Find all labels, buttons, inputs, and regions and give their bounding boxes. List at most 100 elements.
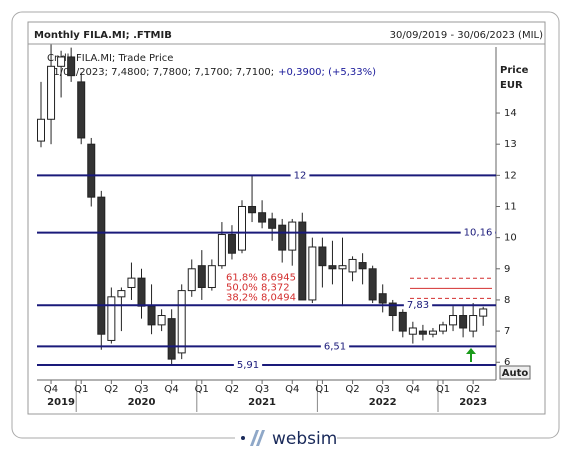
y-tick-label: 6	[504, 357, 510, 368]
candle-body	[428, 330, 437, 335]
footer-bg	[235, 429, 337, 447]
x-tick-label: Q2	[225, 384, 239, 395]
candle-body	[248, 205, 257, 214]
candle-body	[67, 56, 76, 77]
y-tick-label: 13	[504, 139, 517, 150]
footer-dot	[241, 436, 245, 440]
x-tick-label: Q4	[44, 384, 58, 395]
y-tick-label: 14	[504, 108, 517, 119]
candle-body	[298, 221, 307, 301]
y-tick-label: 8	[504, 295, 510, 306]
year-label: 2021	[248, 397, 276, 408]
candle-body	[37, 118, 45, 142]
x-tick-label: Q1	[74, 384, 88, 395]
x-tick-label: Q4	[406, 384, 420, 395]
info-line: Cndl; FILA.MI; Trade Price	[47, 53, 173, 64]
candle-body	[57, 56, 66, 67]
chart-frame	[27, 21, 546, 415]
date-range: 30/09/2019 - 30/06/2023 (MIL)	[390, 30, 543, 41]
ohlc: 31/05/2023; 7,4800; 7,7800; 7,1700; 7,71…	[47, 67, 274, 78]
y-tick-label: 10	[504, 233, 517, 244]
signal-arrow	[466, 348, 476, 362]
auto-button[interactable]	[499, 365, 531, 380]
year-label: 2020	[128, 397, 156, 408]
candle-body	[258, 212, 267, 223]
x-tick-label: Q2	[345, 384, 359, 395]
candle-body	[268, 218, 277, 229]
fib-label: 61,8% 8,6945	[226, 272, 296, 283]
x-tick-label: Q4	[285, 384, 299, 395]
year-label: 2022	[369, 397, 397, 408]
candle-body	[338, 265, 347, 270]
candle-body	[348, 258, 357, 273]
level-label: 6,51	[324, 341, 346, 352]
candle-body	[408, 327, 417, 335]
year-label: 2019	[47, 397, 75, 408]
candle-body	[47, 65, 56, 120]
logo-icon	[250, 430, 265, 446]
candle-body	[378, 293, 387, 304]
candle-body	[459, 315, 468, 329]
candle-body	[479, 308, 488, 317]
candle-body	[197, 265, 206, 288]
x-tick-label: Q2	[104, 384, 118, 395]
x-tick-label: Q1	[315, 384, 329, 395]
fib-label: 50,0% 8,372	[226, 282, 290, 293]
x-tick-label: Q3	[255, 384, 269, 395]
info-ohlc: 31/05/2023; 7,4800; 7,7800; 7,1700; 7,71…	[47, 67, 376, 78]
candle-body	[217, 234, 226, 267]
candle-body	[388, 302, 397, 317]
fib-label: 38,2% 8,0494	[226, 292, 296, 303]
footer-logo: websim	[272, 429, 337, 449]
y-axis-label: Price	[500, 65, 529, 76]
candle-body	[469, 315, 478, 332]
candle-body	[418, 330, 427, 335]
level-label-bg	[233, 360, 263, 372]
candle-body	[328, 265, 337, 270]
x-tick-label: Q1	[436, 384, 450, 395]
level-label-bg	[460, 227, 496, 239]
candle-body	[127, 277, 136, 288]
candle-body	[439, 324, 447, 332]
candle-body	[117, 290, 126, 298]
candle-body	[97, 196, 106, 335]
candle-body	[187, 268, 196, 292]
x-tick-label: Q4	[165, 384, 179, 395]
y-tick-label: 7	[504, 326, 510, 337]
change: +0,3900; (+5,33%)	[278, 67, 376, 78]
candle-body	[288, 221, 297, 251]
auto-button-label[interactable]: Auto	[502, 368, 529, 379]
level-label: 10,16	[464, 228, 493, 239]
chart-title: Monthly FILA.MI; .FTMIB	[34, 30, 172, 41]
y-tick-label: 12	[504, 170, 517, 181]
candle-body	[227, 234, 236, 254]
candle-body	[177, 290, 186, 354]
candle-body	[207, 265, 216, 288]
candle-body	[137, 277, 146, 307]
candle-body	[77, 81, 86, 139]
candle-body	[308, 246, 317, 301]
candle-body	[147, 305, 156, 326]
x-tick-label: Q3	[376, 384, 390, 395]
candle-body	[368, 268, 377, 301]
candle-body	[318, 246, 327, 267]
level-label: 5,91	[237, 360, 259, 371]
candle-body	[87, 143, 96, 198]
candle-body	[107, 296, 116, 341]
candle-body	[358, 262, 367, 270]
x-tick-label: Q1	[195, 384, 209, 395]
candle-body	[157, 315, 166, 326]
y-tick-label: 11	[504, 201, 517, 212]
candle-body	[398, 311, 407, 332]
y-axis-unit: EUR	[500, 80, 523, 91]
level-label-bg	[320, 341, 350, 353]
candle-body	[449, 315, 458, 326]
year-label: 2023	[459, 397, 487, 408]
candle-body	[167, 318, 176, 360]
level-label-bg	[290, 170, 310, 182]
x-tick-label: Q2	[466, 384, 480, 395]
level-label: 7,83	[407, 300, 429, 311]
candle-body	[238, 205, 246, 251]
candle-body	[278, 224, 287, 251]
